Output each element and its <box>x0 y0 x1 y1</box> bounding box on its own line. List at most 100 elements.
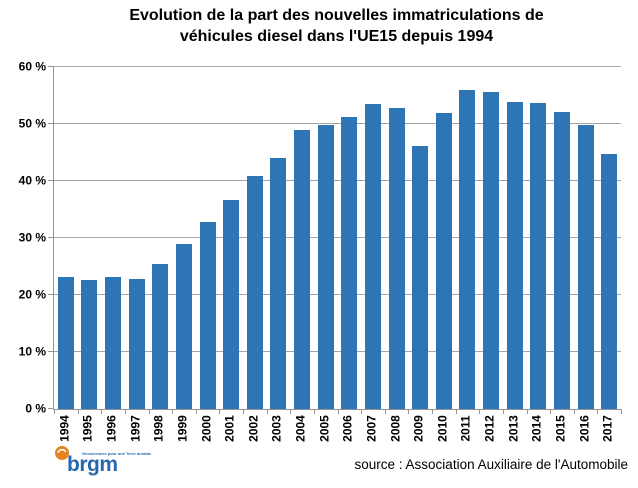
bar-2017 <box>601 154 618 409</box>
bar-2016 <box>577 124 594 409</box>
x-axis-tick-0 <box>54 409 55 414</box>
x-axis-label-2004: 2004 <box>293 415 308 442</box>
x-axis-label-2003: 2003 <box>269 415 284 442</box>
x-axis-tick-18 <box>479 409 481 414</box>
bar-2006 <box>341 116 358 409</box>
x-axis-slot-2001: 2001 <box>218 412 242 452</box>
y-axis-label-60: 60 % <box>18 59 46 74</box>
x-axis-tick-5 <box>172 409 174 414</box>
x-axis-tick-23 <box>597 409 599 414</box>
chart-title-line1: Evolution de la part des nouvelles immat… <box>129 7 544 24</box>
y-axis-tick-0 <box>48 408 54 409</box>
x-axis-label-1996: 1996 <box>104 415 119 442</box>
bar-slot-2011 <box>456 67 480 409</box>
y-axis-tick-60 <box>48 66 54 67</box>
x-axis: 1994 1995 1996 1997 1998 1999 2000 2001 2002 2003… <box>53 412 620 452</box>
x-axis-label-2001: 2001 <box>222 415 237 442</box>
bar-1996 <box>105 277 122 409</box>
bar-1998 <box>152 264 169 409</box>
bar-slot-2000 <box>196 67 220 409</box>
x-axis-slot-2011: 2011 <box>455 412 479 452</box>
chart-title-line2: véhicules diesel dans l'UE15 depuis 1994 <box>179 28 494 45</box>
bar-slot-2005 <box>314 67 338 409</box>
x-axis-tick-6 <box>195 409 197 414</box>
x-axis-slot-2013: 2013 <box>502 412 526 452</box>
bar-2009 <box>412 146 429 409</box>
brgm-logo-text: brgm <box>67 453 118 476</box>
y-axis: 0 % 10 % 20 % 30 % 40 % 50 % 60 % <box>0 60 46 415</box>
x-axis-slot-2007: 2007 <box>360 412 384 452</box>
x-axis-tick-1 <box>77 409 79 414</box>
bar-slot-2006 <box>338 67 362 409</box>
y-axis-label-10: 10 % <box>18 344 46 359</box>
brgm-logo-icon <box>55 446 69 460</box>
gridline-20 <box>54 294 621 295</box>
x-axis-tick-7 <box>219 409 221 414</box>
bar-slot-2001 <box>219 67 243 409</box>
x-axis-slot-2003: 2003 <box>266 412 290 452</box>
x-axis-slot-2015: 2015 <box>549 412 573 452</box>
source-text: source : Association Auxiliaire de l'Aut… <box>354 457 628 472</box>
bar-slot-2007 <box>361 67 385 409</box>
x-axis-tick-4 <box>148 409 150 414</box>
bar-slot-2008 <box>385 67 409 409</box>
bar-1997 <box>128 279 145 409</box>
bar-1999 <box>175 243 192 409</box>
x-axis-slot-2014: 2014 <box>526 412 550 452</box>
y-axis-label-20: 20 % <box>18 287 46 302</box>
x-axis-label-2002: 2002 <box>246 415 261 442</box>
x-axis-slot-2012: 2012 <box>478 412 502 452</box>
bar-slot-1994 <box>54 67 78 409</box>
x-axis-label-2008: 2008 <box>388 415 403 442</box>
x-axis-label-2013: 2013 <box>506 415 521 442</box>
bar-2003 <box>270 157 287 409</box>
x-axis-tick-20 <box>526 409 528 414</box>
bar-2013 <box>506 102 523 409</box>
x-axis-slot-2005: 2005 <box>313 412 337 452</box>
x-axis-slot-1998: 1998 <box>148 412 172 452</box>
bar-2014 <box>530 103 547 409</box>
x-axis-label-2005: 2005 <box>317 415 332 442</box>
bar-slot-2004 <box>290 67 314 409</box>
bar-slot-2013 <box>503 67 527 409</box>
x-axis-tick-10 <box>290 409 292 414</box>
x-axis-tick-21 <box>550 409 552 414</box>
y-axis-tick-20 <box>48 294 54 295</box>
brgm-logo: Géosciences pour une Terre durable brgm <box>55 446 151 484</box>
plot-area <box>48 66 622 414</box>
bar-2000 <box>199 222 216 409</box>
bar-2010 <box>435 112 452 409</box>
x-axis-label-2009: 2009 <box>411 415 426 442</box>
x-axis-slot-1999: 1999 <box>171 412 195 452</box>
x-axis-tick-12 <box>337 409 339 414</box>
bar-slot-2017 <box>597 67 621 409</box>
bar-2015 <box>553 112 570 409</box>
x-axis-slot-2004: 2004 <box>289 412 313 452</box>
bar-2004 <box>294 130 311 409</box>
x-axis-tick-17 <box>455 409 457 414</box>
bar-slot-1999 <box>172 67 196 409</box>
x-axis-slot-2009: 2009 <box>407 412 431 452</box>
y-axis-label-50: 50 % <box>18 116 46 131</box>
x-axis-slot-2008: 2008 <box>384 412 408 452</box>
x-axis-label-2015: 2015 <box>553 415 568 442</box>
y-axis-tick-50 <box>48 123 54 124</box>
bar-slot-1996 <box>101 67 125 409</box>
y-axis-label-40: 40 % <box>18 173 46 188</box>
bar-2007 <box>364 104 381 409</box>
bar-2001 <box>223 200 240 409</box>
bar-slot-2009 <box>408 67 432 409</box>
x-axis-label-2016: 2016 <box>577 415 592 442</box>
bar-slot-2010 <box>432 67 456 409</box>
x-axis-label-1997: 1997 <box>128 415 143 442</box>
bars <box>54 67 621 409</box>
bar-slot-2003 <box>267 67 291 409</box>
x-axis-label-2007: 2007 <box>364 415 379 442</box>
y-axis-tick-30 <box>48 237 54 238</box>
x-axis-slot-2017: 2017 <box>596 412 620 452</box>
x-axis-label-1999: 1999 <box>175 415 190 442</box>
x-axis-slot-1997: 1997 <box>124 412 148 452</box>
x-axis-label-2000: 2000 <box>199 415 214 442</box>
bar-slot-1995 <box>78 67 102 409</box>
